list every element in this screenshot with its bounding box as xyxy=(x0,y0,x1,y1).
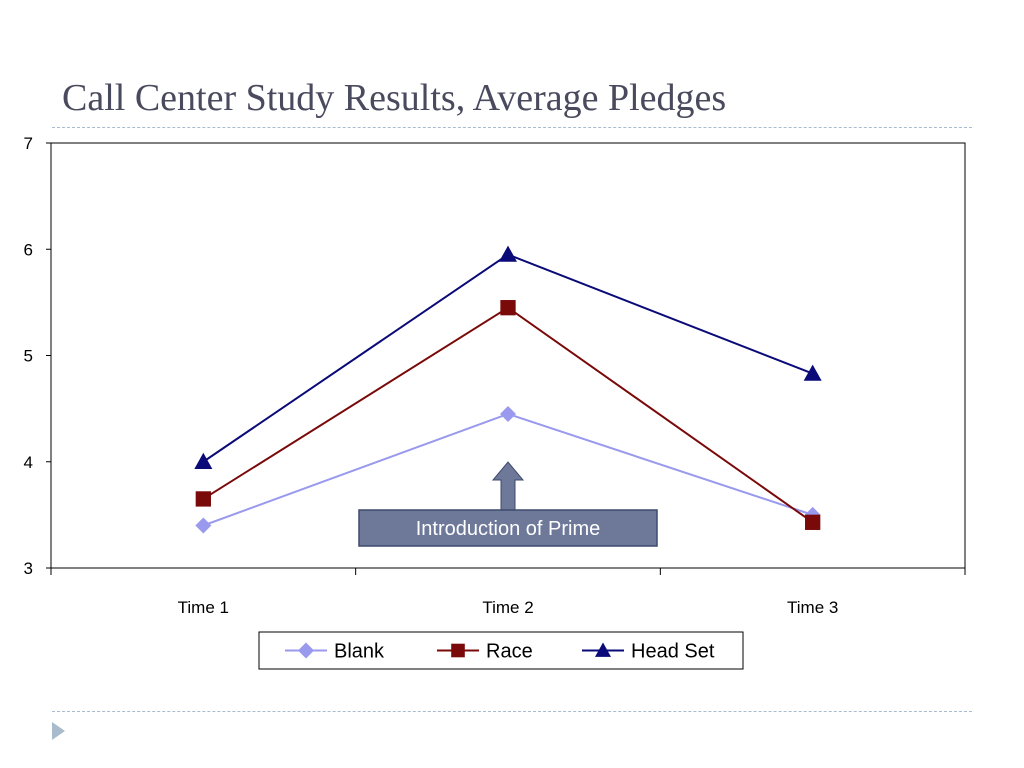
slide-bullet-icon xyxy=(52,722,65,740)
y-tick-label: 5 xyxy=(24,347,33,366)
legend-frame xyxy=(258,631,744,670)
legend-item: Head Set xyxy=(582,641,715,663)
y-tick-label: 3 xyxy=(24,559,33,578)
title-divider xyxy=(52,127,972,128)
data-point xyxy=(195,491,211,507)
legend-marker xyxy=(451,643,465,658)
x-tick-label: Time 2 xyxy=(482,598,533,617)
legend-marker xyxy=(298,642,314,659)
data-point xyxy=(805,514,821,530)
series-race xyxy=(195,300,821,530)
legend-item: Race xyxy=(437,641,533,663)
legend-item: Blank xyxy=(285,641,385,663)
y-tick-label: 7 xyxy=(24,134,33,153)
legend-label: Race xyxy=(486,641,533,663)
y-tick-label: 6 xyxy=(24,240,33,259)
data-point xyxy=(499,245,517,262)
chart-axes: 3 4 5 6 7 Time 1 Time 2 Time 3 xyxy=(24,134,966,617)
data-point xyxy=(500,405,516,422)
annotation-box xyxy=(358,509,658,547)
legend-label: Head Set xyxy=(631,641,715,663)
slide-title: Call Center Study Results, Average Pledg… xyxy=(62,77,727,119)
data-point xyxy=(500,300,516,316)
footer-divider xyxy=(52,711,972,712)
up-arrow-icon xyxy=(491,461,525,511)
x-tick-label: Time 1 xyxy=(178,598,229,617)
data-point xyxy=(803,364,822,381)
chart-legend: Blank Race Head Set xyxy=(258,631,744,670)
x-tick-label: Time 3 xyxy=(787,598,838,617)
data-point xyxy=(194,452,213,469)
series-head-set xyxy=(194,245,822,469)
y-tick-label: 4 xyxy=(24,453,33,472)
legend-marker xyxy=(595,642,611,657)
chart-annotation: Introduction of Prime xyxy=(358,461,658,547)
series-line xyxy=(202,253,814,463)
legend-label: Blank xyxy=(334,641,385,663)
data-point xyxy=(195,517,212,534)
annotation-label: Introduction of Prime xyxy=(416,518,601,540)
chart-series xyxy=(194,245,822,534)
